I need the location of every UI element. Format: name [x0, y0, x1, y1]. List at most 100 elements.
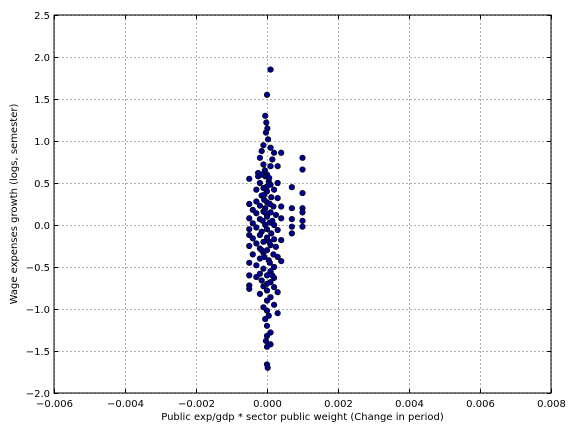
data-point — [278, 149, 285, 156]
data-point — [288, 223, 295, 230]
data-point — [267, 66, 274, 73]
data-point — [269, 156, 276, 163]
data-point — [274, 163, 281, 170]
data-point — [271, 284, 278, 291]
axis-ticks: −0.006 −0.004 −0.002 0.000 0.002 0.004 0.006 0.… — [26, 11, 566, 410]
data-point — [272, 211, 279, 219]
data-point — [264, 136, 272, 143]
data-point — [271, 236, 278, 243]
data-point — [253, 224, 260, 231]
data-point — [271, 263, 278, 271]
data-point — [266, 238, 273, 245]
data-point — [263, 119, 270, 126]
data-point — [258, 147, 265, 155]
data-point — [263, 272, 271, 279]
data-point — [274, 195, 281, 202]
data-point — [274, 253, 281, 261]
plot-frame — [53, 14, 552, 394]
data-point — [263, 322, 271, 329]
data-point — [253, 186, 260, 193]
data-point — [266, 200, 273, 208]
x-tick-label: 0.004 — [395, 399, 424, 410]
data-point — [262, 129, 270, 136]
data-point — [271, 301, 278, 308]
data-point — [261, 191, 268, 198]
x-tick-label: 0.008 — [537, 399, 566, 410]
data-point — [288, 230, 295, 237]
y-tick-label: 2.5 — [34, 11, 50, 22]
data-point — [253, 198, 260, 205]
data-point — [268, 230, 275, 237]
data-point — [253, 273, 260, 281]
data-point — [246, 175, 253, 182]
data-point — [249, 235, 256, 242]
data-point — [256, 179, 264, 187]
y-tick-label: −1.0 — [26, 305, 50, 316]
data-point — [253, 210, 260, 217]
data-point — [278, 215, 285, 222]
y-tick-label: 1.5 — [34, 95, 50, 106]
x-tick-label: 0.002 — [324, 399, 353, 410]
data-point — [246, 242, 253, 250]
data-point — [256, 290, 264, 297]
data-point — [263, 297, 271, 304]
data-point — [246, 259, 253, 266]
data-point — [299, 223, 306, 230]
x-axis-label: Public exp/gdp * sector public weight (C… — [161, 412, 444, 423]
data-point — [267, 163, 274, 170]
data-point — [268, 194, 275, 201]
data-point — [260, 142, 267, 149]
data-point — [278, 258, 285, 265]
x-tick-label: 0.006 — [466, 399, 495, 410]
y-tick-label: 2.0 — [34, 53, 50, 64]
data-point — [266, 259, 273, 266]
data-point — [246, 200, 253, 208]
y-tick-label: 1.0 — [34, 137, 50, 148]
y-axis-label: Wage expenses growth (logs, semester) — [9, 104, 20, 305]
data-point — [246, 272, 253, 279]
data-point — [263, 332, 271, 339]
data-point — [261, 167, 268, 174]
y-tick-label: −2.0 — [26, 389, 50, 400]
data-point — [274, 226, 281, 234]
data-point — [260, 265, 267, 272]
data-point — [258, 171, 265, 178]
data-point — [299, 217, 306, 224]
data-point — [263, 183, 271, 190]
data-point — [299, 154, 306, 161]
data-point — [258, 277, 265, 284]
data-point — [263, 287, 271, 294]
data-point — [266, 174, 273, 182]
y-tick-label: 0.5 — [34, 179, 50, 190]
x-tick-label: 0.000 — [253, 399, 282, 410]
data-point — [261, 253, 268, 261]
data-point — [258, 247, 265, 254]
data-point — [246, 215, 253, 222]
data-point — [263, 343, 271, 350]
data-point — [253, 262, 260, 269]
data-point — [267, 144, 274, 151]
data-point — [262, 315, 269, 323]
data-point — [246, 226, 253, 233]
data-point — [299, 209, 306, 216]
data-point — [246, 285, 253, 292]
y-tick-label: −0.5 — [26, 263, 50, 274]
y-tick-label: −1.5 — [26, 347, 50, 358]
data-point — [271, 186, 278, 193]
data-point — [261, 209, 268, 216]
data-point — [249, 220, 256, 227]
data-point — [264, 364, 271, 371]
y-tick-label: 0.0 — [34, 221, 50, 232]
data-point — [269, 272, 276, 279]
data-point — [249, 251, 256, 258]
data-point — [274, 289, 281, 296]
data-point — [269, 217, 276, 224]
data-point — [288, 184, 295, 191]
data-point — [262, 337, 270, 345]
data-point — [288, 216, 295, 223]
data-point — [263, 91, 271, 98]
data-point — [263, 226, 271, 233]
